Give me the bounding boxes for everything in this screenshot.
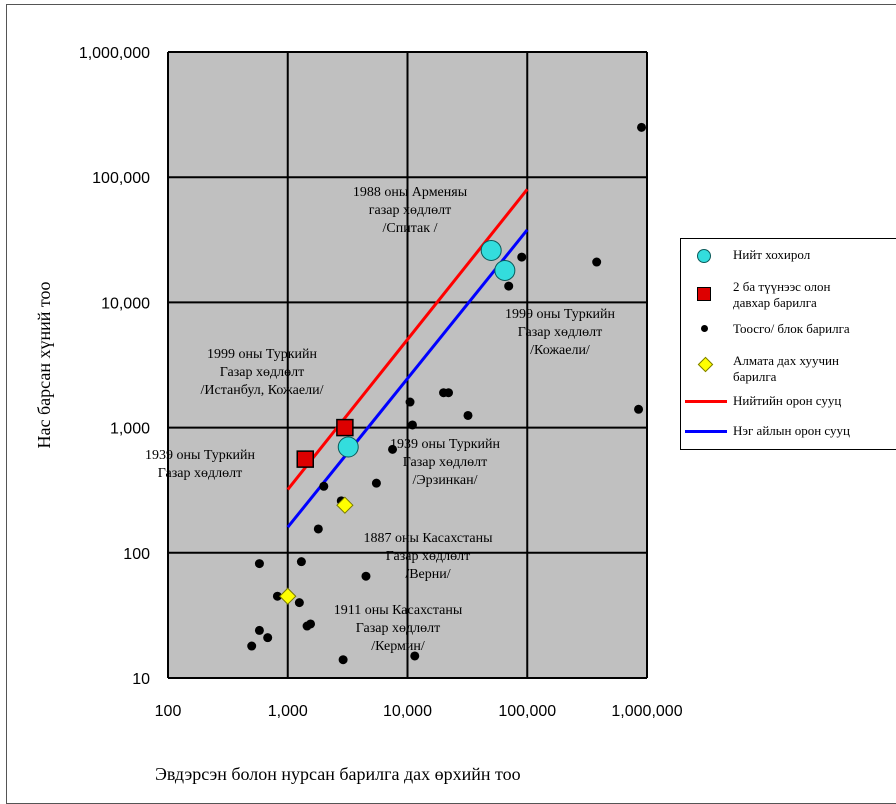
legend-label: Нийт хохирол xyxy=(733,247,811,262)
legend-line-icon xyxy=(685,400,727,403)
annotation-verny: 1887 оны Касахстаны xyxy=(363,531,493,546)
tick-labels: 100 1,000 10,000 100,000 1,000,000 10 100 1,000… xyxy=(79,45,683,720)
brick-building-point xyxy=(634,404,644,414)
total-damage-point xyxy=(337,436,359,458)
multistory-point xyxy=(336,418,354,437)
y-tick-label: 100 xyxy=(123,546,150,563)
x-tick-label: 10,000 xyxy=(383,703,432,720)
brick-building-point xyxy=(405,397,415,407)
legend-label: Алмата дах хуучин барилга xyxy=(733,353,839,384)
x-tick-label: 100,000 xyxy=(498,703,556,720)
brick-building-point xyxy=(361,571,371,581)
legend-label: Нийтийн орон сууц xyxy=(733,393,842,408)
annotation-istanbul: 1999 оны Туркийн xyxy=(207,347,318,362)
brick-building-point xyxy=(296,557,306,567)
legend-label: 2 ба түүнээс олон давхар барилга xyxy=(733,279,831,310)
brick-building-point xyxy=(313,524,323,534)
annotation-kocaeli: 1999 оны Туркийн xyxy=(505,307,616,322)
almaty-point xyxy=(279,587,297,605)
legend: Нийт хохирол 2 ба түүнээс олон давхар бар… xyxy=(680,238,896,450)
annotation-kermin: Газар хөдлөлт xyxy=(356,621,440,636)
annotation-kocaeli: /Кожаели/ xyxy=(530,343,590,358)
legend-circle-icon xyxy=(697,249,711,263)
annotation-turkey1939: 1939 оны Туркийн xyxy=(145,448,256,463)
trend-lines xyxy=(286,188,529,529)
brick-building-point xyxy=(592,257,602,267)
brick-building-point xyxy=(410,651,420,661)
grid-lines xyxy=(167,51,648,679)
x-tick-label: 1,000 xyxy=(268,703,308,720)
annotation-armenia: 1988 оны Арменяы xyxy=(353,185,468,200)
y-tick-label: 1,000,000 xyxy=(79,45,150,62)
brick-building-point xyxy=(254,559,264,569)
annotation-armenia: /Спитак / xyxy=(383,221,438,236)
annotation-armenia: газар хөдлөлт xyxy=(369,203,451,218)
legend-line-icon xyxy=(685,430,727,433)
brick-building-point xyxy=(263,633,273,643)
brick-building-point xyxy=(254,625,264,635)
legend-square-icon xyxy=(697,287,711,301)
annotation-erzincan: 1939 оны Туркийн xyxy=(390,437,501,452)
y-tick-label: 1,000 xyxy=(110,421,150,438)
brick-building-point xyxy=(272,591,282,601)
legend-label: Тоосго/ блок барилга xyxy=(733,321,850,336)
brick-building-point xyxy=(338,655,348,665)
brick-building-point xyxy=(294,598,304,608)
brick-building-point xyxy=(439,388,449,398)
brick-building-point xyxy=(388,444,398,454)
annotation-istanbul: Газар хөдлөлт xyxy=(220,365,304,380)
brick-building-point xyxy=(319,481,329,491)
y-tick-label: 100,000 xyxy=(92,170,150,187)
multistory-point xyxy=(296,450,314,468)
y-tick-label: 10,000 xyxy=(101,295,150,312)
annotation-erzincan: Газар хөдлөлт xyxy=(403,455,487,470)
almaty-point xyxy=(336,496,354,514)
annotations: 1988 оны Арменяы газар хөдлөлт/Спитак / 19… xyxy=(145,185,616,654)
total-damage-point xyxy=(494,259,516,281)
annotation-verny: /Верни/ xyxy=(405,567,450,582)
brick-building-point xyxy=(306,619,316,629)
y-axis-title: Нас барсан хүний тоо xyxy=(34,282,54,449)
x-tick-label: 100 xyxy=(155,703,182,720)
single-family-line xyxy=(286,228,529,529)
annotation-erzincan: /Эрзинкан/ xyxy=(412,473,477,488)
annotation-kermin: 1911 оны Касахстаны xyxy=(334,603,463,618)
x-axis-title: Эвдэрсэн болон нурсан барилга дах өрхийн… xyxy=(155,764,521,784)
brick-building-point xyxy=(247,641,257,651)
data-points xyxy=(247,122,647,665)
legend-label: Нэг айлын орон сууц xyxy=(733,423,850,438)
brick-building-point xyxy=(637,122,647,132)
public-housing-line xyxy=(286,188,529,491)
y-tick-label: 10 xyxy=(132,671,150,688)
annotation-kocaeli: Газар хөдлөлт xyxy=(518,325,602,340)
brick-building-point xyxy=(463,410,473,420)
legend-dot-icon xyxy=(701,325,708,332)
brick-building-point xyxy=(407,420,417,430)
annotation-istanbul: /Истанбул, Кожаели/ xyxy=(201,383,324,398)
annotation-turkey1939: Газар хөдлөлт xyxy=(158,466,242,481)
total-damage-point xyxy=(480,239,502,261)
brick-building-point xyxy=(517,252,527,262)
brick-building-point xyxy=(504,281,514,291)
legend-diamond-icon xyxy=(697,356,714,373)
brick-building-point xyxy=(371,478,381,488)
annotation-verny: Газар хөдлөлт xyxy=(386,549,470,564)
x-tick-label: 1,000,000 xyxy=(611,703,682,720)
annotation-kermin: /Кермин/ xyxy=(371,639,425,654)
